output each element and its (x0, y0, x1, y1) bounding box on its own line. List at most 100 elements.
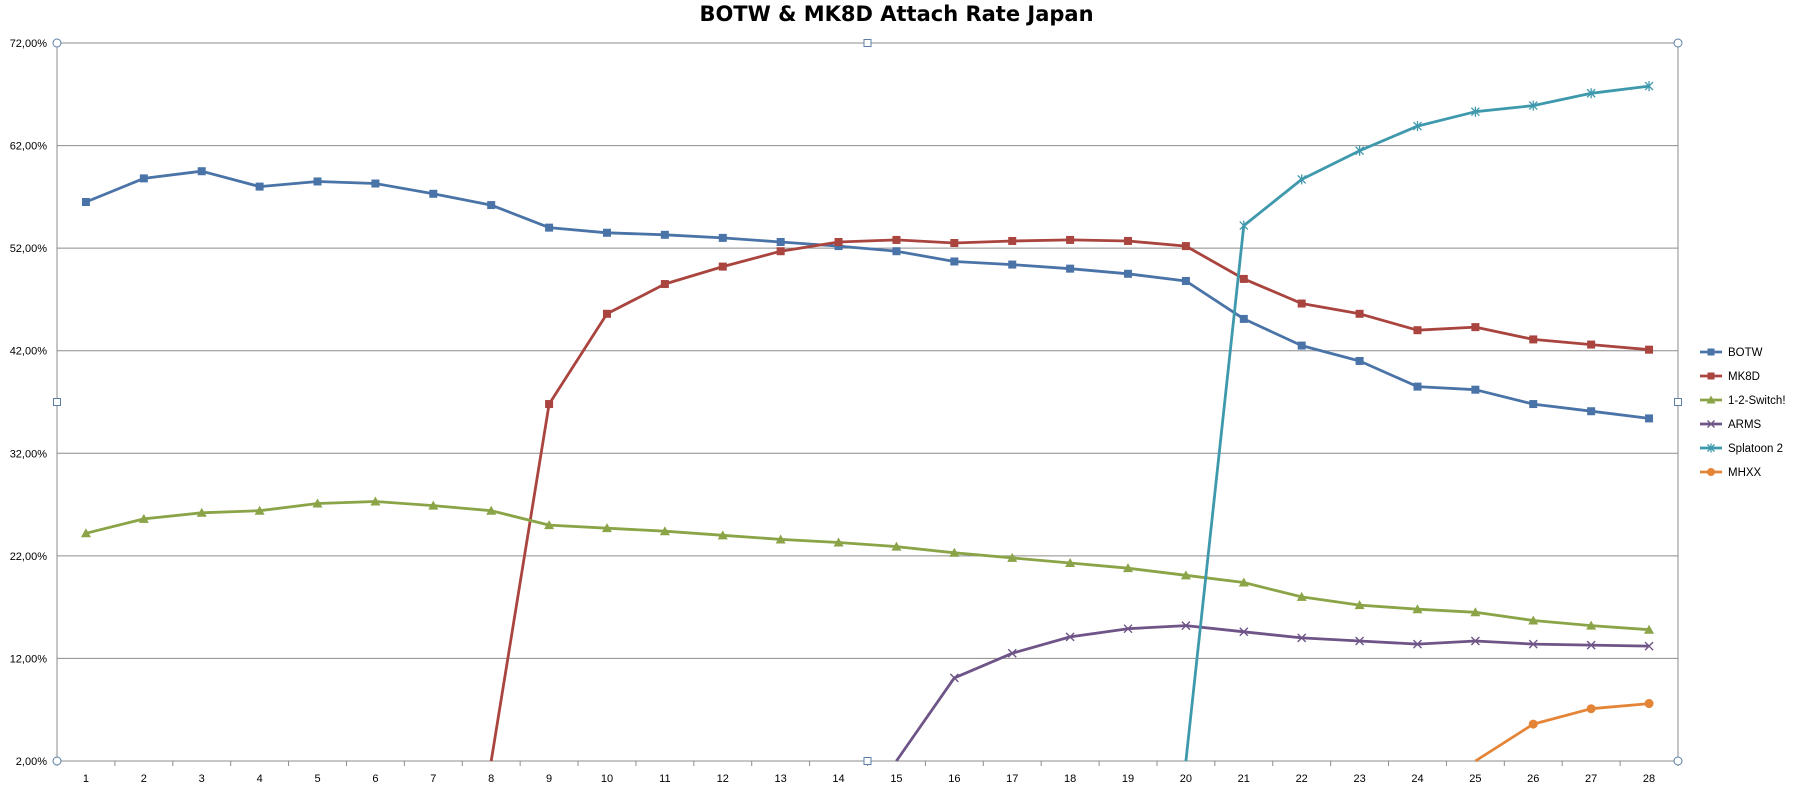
data-point (1123, 563, 1134, 573)
legend-label: BOTW (1728, 347, 1763, 359)
data-point (1528, 719, 1538, 729)
x-tick-label: 14 (832, 773, 844, 785)
legend-item-mhxx: MHXX (1700, 467, 1762, 479)
legend-item-botw: BOTW (1700, 347, 1763, 359)
data-point (1355, 356, 1364, 365)
data-point (1355, 309, 1364, 318)
x-tick-label: 16 (948, 773, 960, 785)
data-point (1412, 639, 1422, 649)
data-point (1065, 632, 1075, 642)
data-point (1180, 570, 1191, 580)
legend-item-splatoon-2: Splatoon 2 (1700, 443, 1783, 455)
data-point (1470, 106, 1480, 117)
data-point (138, 513, 149, 523)
data-point (1707, 348, 1715, 356)
data-point (545, 223, 554, 232)
data-point (1008, 236, 1017, 245)
data-point (834, 242, 843, 251)
data-point (834, 237, 843, 246)
edge-handle (1674, 398, 1682, 406)
data-point (1239, 274, 1248, 283)
corner-handle (52, 38, 62, 48)
data-point (487, 201, 496, 210)
data-point (949, 673, 959, 683)
data-point (544, 520, 555, 530)
data-point (602, 228, 611, 237)
data-point (1644, 699, 1654, 709)
data-point (429, 189, 438, 198)
x-tick-label: 9 (546, 773, 552, 785)
y-tick-label: 2,00% (16, 756, 47, 768)
data-point (950, 257, 959, 266)
legend-item-arms: ARMS (1700, 419, 1762, 431)
data-point (254, 505, 265, 515)
corner-handle (52, 756, 62, 766)
data-point (1413, 326, 1422, 335)
data-point (1181, 242, 1190, 251)
data-point (1586, 704, 1596, 714)
x-tick-label: 4 (257, 773, 263, 785)
data-point (1297, 174, 1307, 185)
x-tick-label: 2 (141, 773, 147, 785)
x-tick-label: 12 (717, 773, 729, 785)
series-lines (80, 81, 1655, 763)
data-point (1412, 604, 1423, 614)
series-line (895, 624, 1650, 762)
legend-label: ARMS (1728, 419, 1762, 431)
edge-handle (863, 757, 872, 765)
data-point (255, 182, 264, 191)
data-point (1707, 420, 1715, 428)
tick-labels: 2,00% 12,00% 22,00% 32,00% 42,00% 52,00% 62,00… (10, 38, 1655, 785)
x-tick-label: 7 (430, 773, 436, 785)
data-point (1645, 345, 1654, 354)
axes (56, 43, 1679, 766)
gridlines (57, 42, 1678, 762)
x-tick-label: 8 (488, 773, 494, 785)
data-point (1239, 314, 1248, 323)
y-tick-label: 72,00% (10, 38, 48, 50)
data-point (1297, 341, 1306, 350)
data-point (1007, 552, 1018, 562)
y-tick-label: 32,00% (10, 448, 48, 460)
y-tick-label: 12,00% (10, 653, 48, 665)
data-point (1471, 323, 1480, 332)
data-point (1124, 236, 1133, 245)
legend-label: Splatoon 2 (1728, 443, 1783, 455)
y-tick-label: 52,00% (10, 243, 48, 255)
x-tick-label: 27 (1585, 773, 1597, 785)
data-point (1297, 633, 1307, 643)
data-point (371, 179, 380, 188)
data-point (1008, 260, 1017, 269)
data-point (1123, 624, 1133, 634)
series-splatoon-2 (1184, 81, 1654, 762)
data-point (776, 237, 785, 246)
legend-item-mk8d: MK8D (1700, 371, 1760, 383)
data-point (1007, 648, 1017, 658)
data-point (428, 500, 439, 510)
data-point (1239, 627, 1249, 637)
data-point (1528, 639, 1538, 649)
data-point (660, 230, 669, 239)
data-point (1587, 407, 1596, 416)
data-point (892, 235, 901, 244)
data-point (139, 174, 148, 183)
x-tick-label: 28 (1643, 773, 1655, 785)
data-point (81, 197, 90, 206)
series-line (1184, 84, 1650, 762)
y-tick-label: 22,00% (10, 551, 48, 563)
data-point (602, 309, 611, 318)
data-point (1586, 640, 1596, 650)
series-line (489, 238, 1650, 762)
data-point (1413, 121, 1422, 132)
data-point (1355, 145, 1365, 156)
series-line (1474, 702, 1650, 763)
data-point (1238, 577, 1249, 587)
edge-handle (53, 398, 61, 406)
legend-item-1-2-switch: 1-2-Switch! (1700, 395, 1786, 407)
x-tick-label: 13 (775, 773, 787, 785)
selection-handles (52, 38, 1683, 766)
data-point (1065, 558, 1076, 568)
data-point (718, 233, 727, 242)
series-line (85, 169, 1650, 420)
series-mk8d (489, 235, 1654, 762)
